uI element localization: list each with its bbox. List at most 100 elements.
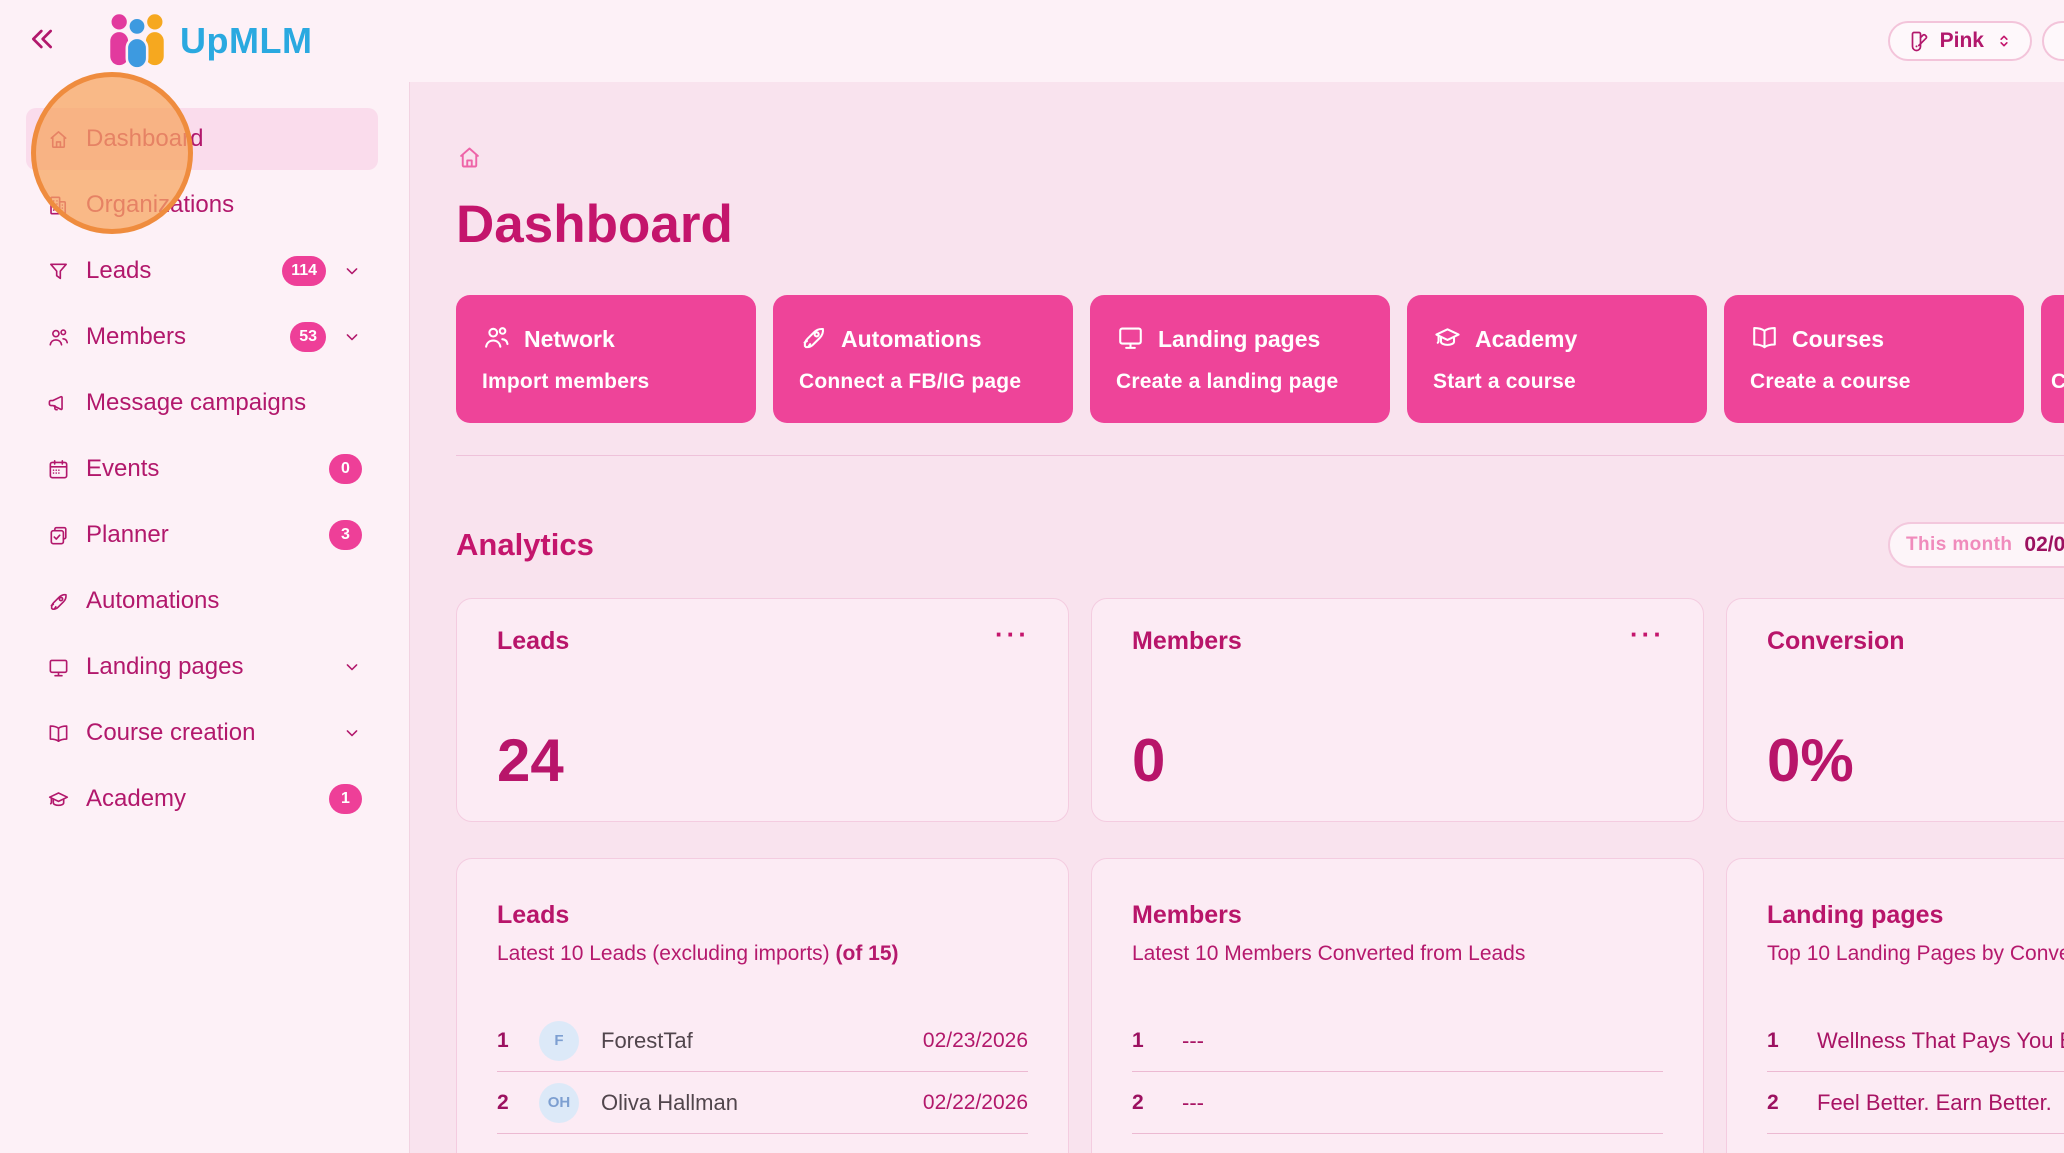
sidebar-item-automations[interactable]: Automations bbox=[26, 570, 378, 632]
app-logo[interactable]: UpMLM bbox=[106, 13, 312, 69]
monitor-icon bbox=[47, 656, 70, 679]
quick-action-partial[interactable]: C bbox=[2041, 295, 2064, 424]
theme-name: Pink bbox=[1939, 29, 1984, 52]
book-icon bbox=[47, 722, 70, 745]
period-selector[interactable]: This month 02/0 bbox=[1888, 522, 2064, 569]
chevron-down-icon[interactable] bbox=[342, 327, 362, 347]
lead-date: 02/23/2026 bbox=[922, 1028, 1028, 1052]
monitor-icon bbox=[1116, 323, 1145, 357]
quick-action-title: Courses bbox=[1792, 326, 1885, 353]
graduation-cap-icon bbox=[47, 788, 70, 811]
quick-action-title: Landing pages bbox=[1158, 326, 1321, 353]
member-name: --- bbox=[1182, 1089, 1204, 1115]
sidebar-item-leads[interactable]: Leads 114 bbox=[26, 240, 378, 302]
chevron-down-icon[interactable] bbox=[342, 657, 362, 677]
analytics-heading: Analytics bbox=[456, 527, 594, 563]
sidebar-item-events[interactable]: Events 0 bbox=[26, 438, 378, 500]
sidebar-item-landing-pages[interactable]: Landing pages bbox=[26, 636, 378, 698]
rocket-icon bbox=[47, 590, 70, 613]
list-item[interactable]: 2 --- bbox=[1132, 1072, 1663, 1135]
clipboard-check-icon bbox=[47, 524, 70, 547]
count-badge: 53 bbox=[290, 322, 326, 352]
list-subtitle: Latest 10 Leads (excluding imports) (of … bbox=[497, 942, 899, 966]
secondary-button-partial[interactable] bbox=[2042, 21, 2064, 61]
list-title: Members bbox=[1132, 901, 1242, 930]
list-title: Landing pages bbox=[1767, 901, 1944, 930]
sidebar-item-label: Members bbox=[86, 323, 187, 350]
list-item[interactable]: 1 Wellness That Pays You Back bbox=[1767, 1010, 2064, 1073]
stat-value: 0% bbox=[1767, 727, 1854, 795]
row-rank: 2 bbox=[1132, 1090, 1144, 1114]
graduation-cap-icon bbox=[1433, 323, 1462, 357]
quick-action-title: Automations bbox=[841, 326, 982, 353]
main-content: Dashboard Network Import members Automat… bbox=[410, 82, 2064, 1153]
stat-title: Members bbox=[1132, 627, 1242, 656]
stat-value: 24 bbox=[497, 727, 564, 795]
sidebar-item-label: Leads bbox=[86, 257, 152, 284]
quick-action-academy[interactable]: Academy Start a course bbox=[1407, 295, 1707, 424]
chevron-down-icon[interactable] bbox=[342, 723, 362, 743]
quick-action-title: Network bbox=[524, 326, 615, 353]
period-value: 02/0 bbox=[2024, 533, 2064, 557]
landing-page-name: Feel Better. Earn Better. bbox=[1817, 1089, 2052, 1115]
sidebar-item-planner[interactable]: Planner 3 bbox=[26, 504, 378, 566]
rocket-icon bbox=[799, 323, 828, 357]
member-name: --- bbox=[1182, 1027, 1204, 1053]
list-subtitle: Latest 10 Members Converted from Leads bbox=[1132, 942, 1526, 966]
lead-name: ForestTaf bbox=[601, 1027, 693, 1053]
stats-row: Leads ··· 24 Members ··· 0 Conversion 0% bbox=[456, 598, 2064, 823]
quick-action-subtitle: Create a course bbox=[1750, 369, 1911, 393]
stat-title: Conversion bbox=[1767, 627, 1905, 656]
period-label: This month bbox=[1906, 534, 2013, 556]
funnel-icon bbox=[47, 260, 70, 283]
list-item[interactable]: 2 OH Oliva Hallman 02/22/2026 bbox=[497, 1072, 1028, 1135]
quick-action-landing-pages[interactable]: Landing pages Create a landing page bbox=[1090, 295, 1390, 424]
theme-selector-button[interactable]: Pink bbox=[1887, 21, 2032, 61]
sidebar-item-label: Landing pages bbox=[86, 653, 244, 680]
list-item[interactable]: 1 --- bbox=[1132, 1010, 1663, 1073]
quick-action-network[interactable]: Network Import members bbox=[456, 295, 756, 424]
sidebar-item-label: Automations bbox=[86, 587, 220, 614]
avatar: OH bbox=[539, 1082, 579, 1123]
list-item[interactable]: 2 Feel Better. Earn Better. bbox=[1767, 1072, 2064, 1135]
count-badge: 3 bbox=[329, 520, 362, 550]
sidebar-item-academy[interactable]: Academy 1 bbox=[26, 768, 378, 830]
count-badge: 114 bbox=[282, 256, 326, 286]
sidebar-item-label: Academy bbox=[86, 785, 187, 812]
list-item[interactable]: 1 F ForestTaf 02/23/2026 bbox=[497, 1010, 1028, 1073]
sidebar-item-course-creation[interactable]: Course creation bbox=[26, 702, 378, 764]
quick-action-title: Academy bbox=[1475, 326, 1578, 353]
sidebar-item-members[interactable]: Members 53 bbox=[26, 306, 378, 368]
upmlm-logo-icon bbox=[106, 13, 168, 69]
sidebar-item-label: Events bbox=[86, 455, 160, 482]
ellipsis-menu-icon[interactable]: ··· bbox=[1630, 619, 1665, 650]
quick-action-subtitle: Import members bbox=[482, 369, 650, 393]
stat-card-members: Members ··· 0 bbox=[1091, 598, 1704, 823]
sidebar-collapse-button[interactable] bbox=[22, 21, 62, 61]
analytics-header: Analytics This month 02/0 bbox=[456, 522, 2064, 569]
list-subtitle: Top 10 Landing Pages by Convers bbox=[1767, 942, 2064, 966]
top-bar: UpMLM Pink bbox=[0, 0, 2064, 82]
row-rank: 1 bbox=[1132, 1028, 1144, 1052]
stat-title: Leads bbox=[497, 627, 570, 656]
row-rank: 2 bbox=[1767, 1090, 1779, 1114]
calendar-icon bbox=[47, 458, 70, 481]
lead-date: 02/22/2026 bbox=[922, 1090, 1028, 1114]
section-divider bbox=[456, 455, 2064, 457]
quick-action-automations[interactable]: Automations Connect a FB/IG page bbox=[773, 295, 1073, 424]
breadcrumb-home-icon[interactable] bbox=[456, 144, 483, 171]
sidebar-item-label: Planner bbox=[86, 521, 169, 548]
chevron-down-icon[interactable] bbox=[342, 261, 362, 281]
quick-actions-row: Network Import members Automations Conne… bbox=[456, 295, 2064, 424]
count-badge: 0 bbox=[329, 454, 362, 484]
sidebar-item-message-campaigns[interactable]: Message campaigns bbox=[26, 372, 378, 434]
sidebar-item-label: Course creation bbox=[86, 719, 256, 746]
page-title: Dashboard bbox=[456, 195, 733, 254]
avatar: F bbox=[539, 1020, 579, 1061]
row-rank: 1 bbox=[497, 1028, 509, 1052]
quick-action-subtitle: Connect a FB/IG page bbox=[799, 369, 1022, 393]
row-rank: 2 bbox=[497, 1090, 509, 1114]
list-card-members: Members Latest 10 Members Converted from… bbox=[1091, 858, 1704, 1153]
ellipsis-menu-icon[interactable]: ··· bbox=[995, 619, 1030, 650]
quick-action-courses[interactable]: Courses Create a course bbox=[1724, 295, 2024, 424]
